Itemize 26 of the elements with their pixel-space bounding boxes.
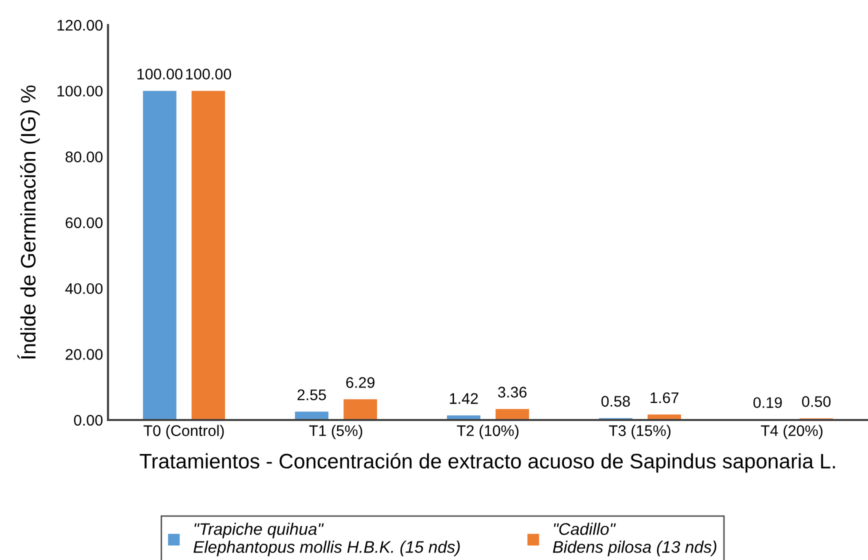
x-axis-title: Tratamientos - Concentración de extracto acuoso de Sapindus saponaria L.	[140, 452, 835, 473]
y-tick-label: 40.00	[65, 283, 103, 294]
data-label: 6.29	[346, 377, 374, 388]
x-tick-label: T3 (15%)	[608, 424, 670, 440]
y-tick-label: 80.00	[66, 152, 103, 162]
legend-label: "Cadillo" Bidens pilosa (13 nds)	[552, 522, 716, 556]
data-label: 1.42	[450, 393, 478, 404]
data-label: 0.58	[601, 396, 630, 407]
data-label: 3.36	[498, 386, 527, 398]
y-tick-label: 20.00	[66, 349, 103, 360]
data-label: 2.55	[298, 389, 326, 400]
x-tick-label: T1 (5%)	[309, 424, 362, 440]
y-tick-label: 100.00	[58, 86, 103, 97]
y-axis-title: Índide de Germinación (IG) %	[17, 85, 40, 359]
data-label: 1.67	[650, 392, 678, 404]
data-label: 100.00	[186, 68, 232, 80]
legend-label: "Trapiche quihua" Elephantopus mollis H.B.K. (15 nds)	[194, 522, 460, 556]
y-tick-label: 0.00	[74, 414, 103, 426]
x-tick-label: T4 (20%)	[760, 424, 822, 440]
y-tick-label: 120.00	[58, 20, 103, 31]
data-label: 100.00	[137, 68, 182, 80]
data-label: 0.50	[802, 396, 831, 407]
x-tick-label: T0 (Control)	[144, 424, 224, 440]
y-tick-label: 60.00	[66, 217, 103, 228]
data-label: 0.19	[753, 397, 782, 408]
x-tick-label: T2 (10%)	[456, 424, 518, 440]
